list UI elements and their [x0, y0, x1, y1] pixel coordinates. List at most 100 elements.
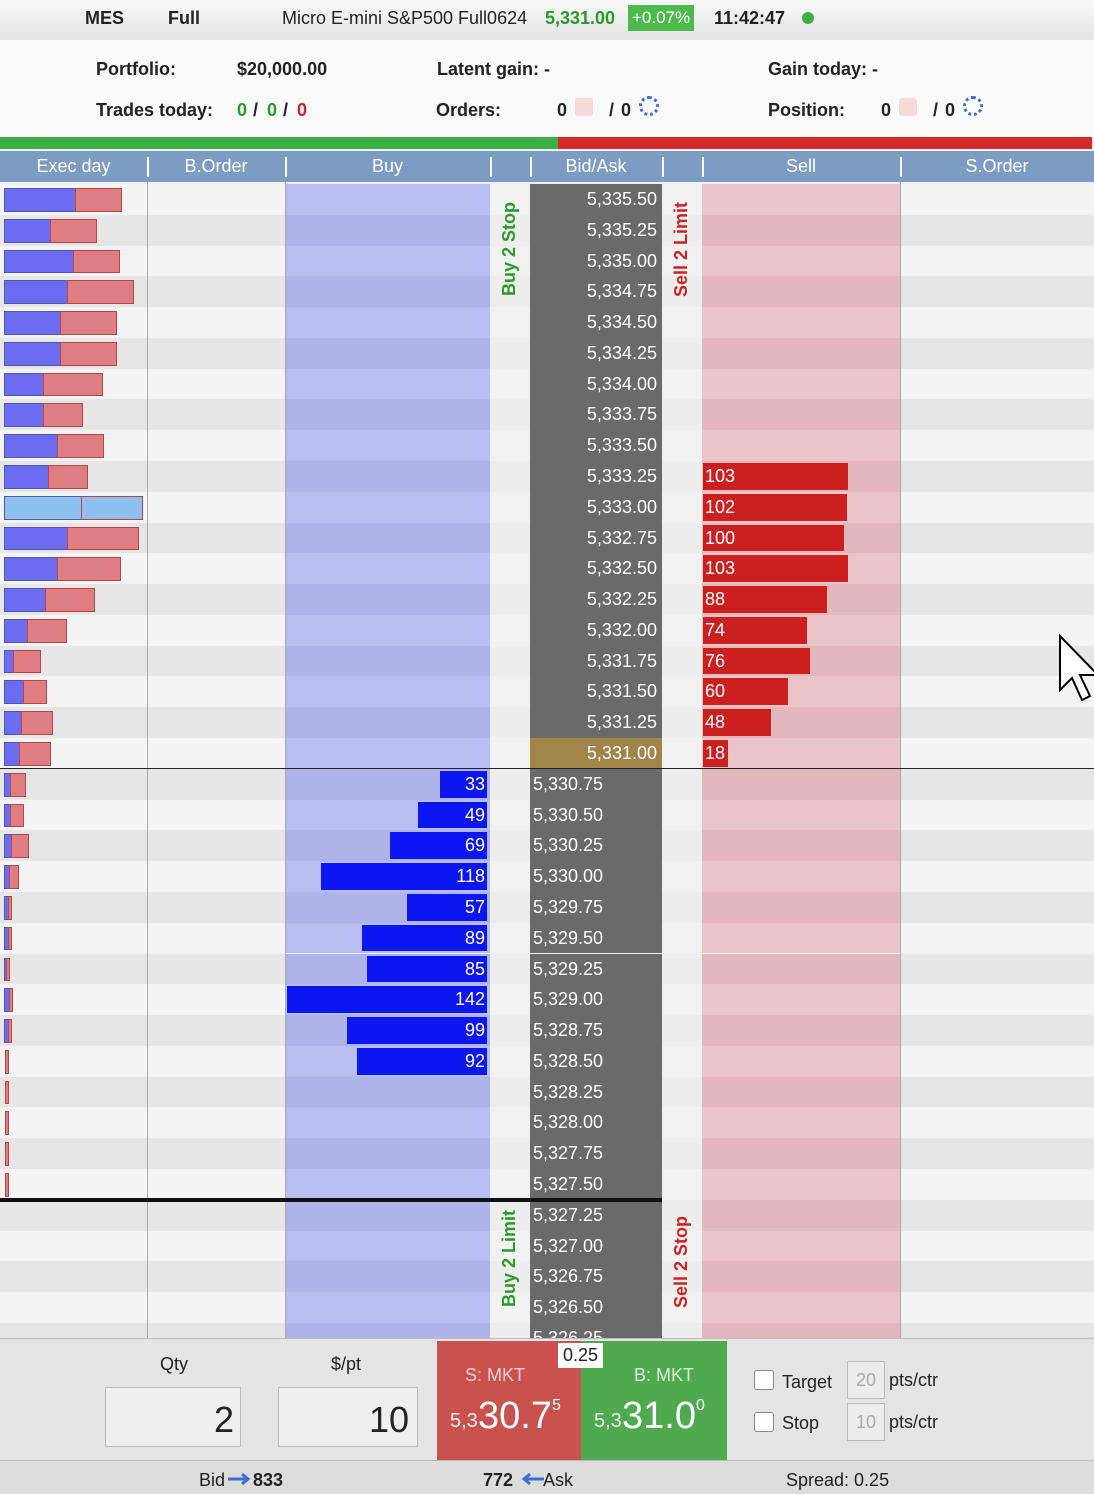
sell-cell[interactable] — [702, 1138, 900, 1169]
sell-cell[interactable] — [702, 1168, 900, 1200]
sell-cell[interactable] — [702, 922, 900, 954]
buy-cell[interactable] — [285, 522, 490, 554]
sell-cell[interactable] — [702, 368, 900, 400]
buy-limit-label: Buy 2 Limit — [499, 1210, 519, 1308]
bid-size-bar — [440, 770, 487, 798]
price-cell — [530, 707, 662, 739]
sell-cell[interactable] — [702, 799, 900, 831]
sell-cell[interactable] — [702, 1292, 900, 1323]
sell-cell[interactable] — [702, 337, 900, 369]
buy-cell[interactable] — [285, 1199, 490, 1231]
buy-cell[interactable] — [285, 337, 490, 369]
ask-size-bar — [703, 463, 849, 490]
sell-cell[interactable] — [702, 1199, 900, 1231]
buy-cell[interactable] — [285, 614, 490, 646]
buy-cell[interactable] — [285, 1230, 490, 1262]
sell-cell[interactable] — [702, 830, 900, 862]
buy-cell[interactable] — [285, 245, 490, 277]
sell-cell[interactable] — [702, 430, 900, 461]
sell-cell[interactable] — [702, 1230, 900, 1262]
settings-icon[interactable] — [639, 96, 659, 116]
buy-cell[interactable] — [285, 553, 490, 585]
price-cell — [530, 614, 662, 646]
bid-size: 57 — [464, 896, 485, 917]
buy-cell[interactable] — [285, 461, 490, 492]
exec-sell-bar — [43, 372, 103, 397]
instrument-name: Micro E-mini S&P500 Full0624 — [282, 8, 528, 28]
stop-input[interactable]: 10 — [847, 1403, 885, 1441]
buy-cell[interactable] — [285, 1107, 490, 1139]
price: 5,327.00 — [533, 1235, 604, 1256]
sell-cell[interactable] — [702, 861, 900, 892]
ask-size-bar — [703, 555, 849, 583]
buy-cell[interactable] — [285, 368, 490, 400]
sell-cell[interactable] — [702, 214, 900, 246]
buy-cell[interactable] — [285, 214, 490, 246]
sell-cell[interactable] — [702, 738, 900, 769]
buy-cell[interactable] — [285, 1168, 490, 1200]
ask-size-bar — [703, 493, 847, 521]
price-cell — [530, 399, 662, 431]
cancel-icon[interactable] — [575, 98, 593, 116]
sell-cell[interactable] — [702, 245, 900, 277]
pt-input[interactable]: 10 — [278, 1387, 418, 1447]
price-cell — [530, 337, 662, 369]
sell-cell[interactable] — [702, 184, 900, 215]
exec-buy-bar — [4, 311, 61, 335]
bid-size: 49 — [464, 804, 485, 825]
cancel-icon[interactable] — [899, 98, 917, 116]
buy-cell[interactable] — [285, 307, 490, 338]
buy-cell[interactable] — [285, 584, 490, 615]
price-main: 31.0 — [622, 1395, 696, 1437]
sell-cell[interactable] — [702, 1322, 900, 1338]
qty-input[interactable]: 2 — [105, 1387, 241, 1447]
stop-check[interactable] — [754, 1412, 774, 1432]
buy-cell[interactable] — [285, 491, 490, 523]
sell-cell[interactable] — [702, 1045, 900, 1077]
sell-cell[interactable] — [702, 276, 900, 308]
sell-cell[interactable] — [702, 953, 900, 985]
settings-icon[interactable] — [963, 96, 983, 116]
ask-label: Ask — [543, 1470, 574, 1490]
buy-cell[interactable] — [285, 738, 490, 769]
buy-cell[interactable] — [285, 430, 490, 461]
price: 5,327.75 — [533, 1143, 604, 1164]
target-input[interactable]: 20 — [847, 1361, 885, 1399]
buy-cell[interactable] — [285, 707, 490, 739]
target-check[interactable] — [754, 1370, 774, 1390]
sell-cell[interactable] — [702, 984, 900, 1016]
buy-cell[interactable] — [285, 184, 490, 215]
sell-cell[interactable] — [702, 307, 900, 338]
buy-cell[interactable] — [285, 1292, 490, 1323]
symbol-select[interactable]: MES — [85, 8, 125, 28]
sell-market-btn[interactable] — [437, 1341, 581, 1460]
buy-cell[interactable] — [285, 645, 490, 677]
mode-select[interactable]: Full — [168, 8, 200, 28]
sell-cell[interactable] — [702, 1261, 900, 1293]
buy-cell[interactable] — [285, 676, 490, 708]
buy-cell[interactable] — [285, 1261, 490, 1293]
trades-count: 0 — [237, 100, 248, 120]
buy-cell[interactable] — [285, 1322, 490, 1338]
exec-buy-bar — [4, 280, 68, 305]
ask-size-bar — [703, 709, 771, 737]
sell-cell[interactable] — [702, 768, 900, 800]
exec-buy-bar — [4, 188, 76, 212]
buy-cell[interactable] — [285, 1138, 490, 1169]
sell-cell[interactable] — [702, 1107, 900, 1139]
buy-cell[interactable] — [285, 399, 490, 431]
ask-size-bar — [703, 647, 811, 675]
ask-size: 18 — [705, 743, 726, 764]
sell-cell[interactable] — [702, 1015, 900, 1046]
sell-cell[interactable] — [702, 891, 900, 923]
tick-size: 0.25 — [558, 1343, 604, 1368]
buy-cell[interactable] — [285, 276, 490, 308]
price: 5,333.25 — [586, 466, 657, 487]
buy-cell[interactable] — [285, 1076, 490, 1108]
sell-cell[interactable] — [702, 1076, 900, 1108]
buy-market-btn[interactable] — [581, 1341, 727, 1460]
price-cell — [530, 861, 662, 892]
sell-cell[interactable] — [702, 399, 900, 431]
bid-size: 99 — [464, 1020, 485, 1041]
